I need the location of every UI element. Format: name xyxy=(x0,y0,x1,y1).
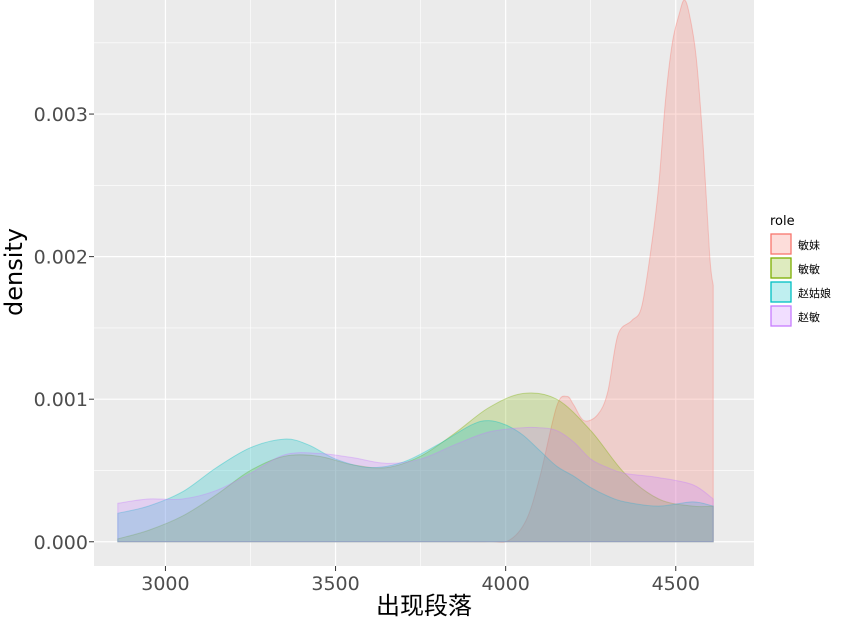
density-areas xyxy=(117,0,714,543)
y-tick-label: 0.001 xyxy=(34,389,88,411)
y-tick-label: 0.003 xyxy=(34,104,88,126)
legend-key-label: 敏敏 xyxy=(798,262,820,276)
plot-panel xyxy=(94,0,754,566)
major-gridlines xyxy=(94,0,754,566)
legend-key-swatch xyxy=(770,281,792,303)
legend-key-label: 敏妹 xyxy=(798,238,820,252)
legend-key-label: 赵敏 xyxy=(798,310,820,324)
density-area-series-1 xyxy=(117,0,714,543)
legend-key-swatch xyxy=(770,305,792,327)
legend-key-label: 赵姑娘 xyxy=(798,286,831,300)
x-tick-label: 3000 xyxy=(141,573,189,595)
x-tick-label: 4500 xyxy=(652,573,700,595)
legend-title: role xyxy=(770,214,795,229)
minor-gridlines xyxy=(94,0,754,566)
density-area-series-3 xyxy=(117,420,714,543)
x-tick-label: 4000 xyxy=(481,573,529,595)
y-tick-label: 0.000 xyxy=(34,532,88,554)
y-axis-title: density xyxy=(0,228,28,316)
x-tick-label: 3500 xyxy=(311,573,359,595)
y-tick-label: 0.002 xyxy=(34,247,88,269)
legend-key-swatch xyxy=(770,257,792,279)
density-area-series-2 xyxy=(117,392,714,543)
x-axis-ticks: 3000 3500 4000 4500 xyxy=(141,566,700,595)
y-axis-ticks: 0.000 0.001 0.002 0.003 xyxy=(34,104,94,554)
density-area-series-4 xyxy=(117,426,714,543)
x-axis-title: 出现段落 xyxy=(376,592,472,620)
legend-key-swatch xyxy=(770,233,792,255)
